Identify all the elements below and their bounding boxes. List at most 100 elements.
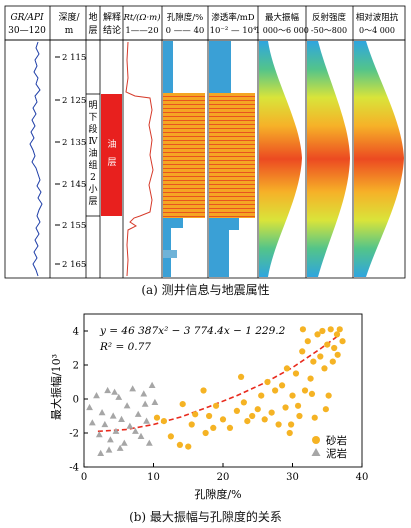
- strata-char: 层: [88, 196, 97, 207]
- sandstone-point: [185, 443, 192, 450]
- track-title-amp: 最大振幅: [265, 12, 300, 23]
- y-tick-label: 4: [73, 327, 79, 338]
- track-scale-strata: 层: [88, 25, 97, 36]
- sandstone-point: [210, 424, 217, 431]
- track-scale-imp: 0～4 000: [359, 26, 395, 35]
- oil-layer-block: [101, 94, 122, 216]
- track-title-imp: 相对波阻抗: [356, 12, 399, 23]
- sandstone-point: [206, 412, 213, 420]
- sandstone-point: [322, 406, 329, 413]
- depth-label: 2 115: [62, 53, 86, 63]
- mudstone-point: [86, 403, 93, 411]
- relative-impedance-heat: [354, 41, 404, 277]
- sandstone-point: [289, 392, 296, 399]
- mudstone-point: [137, 432, 145, 439]
- depth-axis: 2 115 2 125 2 135 2 145 2 155 2 165: [55, 53, 86, 270]
- x-tick-label: 30: [286, 472, 299, 483]
- sandstone-point: [283, 365, 291, 372]
- y-tick-label: -2: [69, 429, 79, 440]
- sandstone-point: [160, 418, 168, 425]
- sandstone-point: [329, 358, 336, 365]
- sandstone-point: [327, 326, 334, 333]
- gr-curve: [29, 41, 43, 277]
- mudstone-point: [129, 385, 137, 392]
- sandstone-point: [317, 353, 324, 360]
- sandstone-point: [202, 429, 209, 437]
- sandstone-point: [192, 411, 199, 418]
- sandstone-point: [304, 338, 311, 345]
- mudstone-point: [140, 390, 148, 397]
- track-scale-perm: 10⁻² — 10⁴: [210, 26, 257, 36]
- depth-label: 2 125: [62, 96, 86, 106]
- mudstone-point: [93, 392, 100, 399]
- caption-a: (a) 测井信息与地震属性: [141, 283, 270, 297]
- rt-curve: [125, 41, 154, 277]
- scatter-chart: 0 10 20 30 40 -4 -2 0 2 4 最大振幅/10³ 孔隙度/% y = 46 3…: [49, 313, 369, 501]
- sandstone-point: [336, 326, 343, 333]
- mudstone-point: [134, 410, 142, 417]
- track-scale-depth: m: [65, 26, 74, 36]
- track-title-rt: Rt/(Ω·m): [122, 12, 160, 23]
- oil-layer-char: 层: [107, 157, 116, 168]
- mudstone-point: [141, 400, 149, 407]
- track-headers: GR/API 30—120 深度/ m 地 层 解释 结论 Rt/(Ω·m) 1…: [4, 5, 406, 41]
- sandstone-point: [334, 351, 341, 358]
- mudstone-point: [95, 431, 103, 438]
- y-tick-label: 0: [73, 395, 79, 406]
- x-tick-label: 40: [356, 472, 369, 483]
- r-squared: R² = 0.77: [99, 341, 151, 353]
- sandstone-point: [268, 409, 275, 416]
- sandstone-point: [296, 412, 303, 420]
- track-frames: [4, 6, 406, 279]
- mudstone-point: [88, 419, 96, 426]
- sandstone-point: [286, 429, 293, 437]
- sandstone-point: [288, 421, 295, 428]
- sandstone-point: [272, 387, 279, 394]
- mudstone-point: [105, 446, 113, 453]
- sandstone-point: [176, 441, 184, 448]
- strata-char: 段: [88, 123, 97, 135]
- mudstone-point: [118, 415, 125, 422]
- depth-label: 2 155: [62, 221, 86, 231]
- track-scale-porosity: 0 —— 40: [166, 26, 205, 36]
- track-scale-interp: 结论: [103, 24, 121, 36]
- sandstone-point: [319, 327, 326, 335]
- track-scale-rt: 1——20: [125, 26, 158, 36]
- mudstone-point: [115, 393, 123, 400]
- sandstone-point: [240, 399, 247, 406]
- sandstone-point: [278, 382, 286, 389]
- sandstone-point: [258, 392, 265, 399]
- mudstone-point: [123, 402, 131, 409]
- sandstone-point: [237, 373, 245, 380]
- mudstone-point: [101, 420, 109, 428]
- strata-label: 明 下 段 Ⅳ 油 组 2 小 层: [86, 93, 100, 217]
- sandstone-point: [261, 416, 268, 423]
- sandstone-point: [294, 402, 302, 409]
- mudstone-point: [148, 381, 156, 388]
- sandstone-point: [301, 387, 309, 394]
- sandstone-point: [264, 378, 271, 386]
- sandstone-point: [333, 331, 341, 338]
- sandstone-point: [321, 365, 328, 372]
- sandstone-point: [311, 414, 318, 421]
- caption-b: (b) 最大振幅与孔隙度的关系: [129, 510, 282, 524]
- sandstone-point: [324, 341, 331, 348]
- track-title-refl: 反射强度: [312, 12, 347, 23]
- depth-label: 2 165: [62, 260, 86, 270]
- regression-equation: y = 46 387x² − 3 774.4x − 1 229.2: [99, 325, 286, 337]
- sandstone-point: [331, 344, 338, 352]
- well-log-panel: GR/API 30—120 深度/ m 地 层 解释 结论 Rt/(Ω·m) 1…: [4, 5, 406, 279]
- permeability-fill: [209, 41, 255, 277]
- sandstone-point: [226, 424, 234, 431]
- sandstone-point: [307, 375, 314, 382]
- porosity-fill: [163, 41, 205, 277]
- sandstone-point: [212, 402, 220, 409]
- legend-label-sandstone: 砂岩: [326, 434, 347, 447]
- mudstone-point: [111, 388, 118, 395]
- sandstone-point: [308, 390, 316, 397]
- strata-char: 油: [88, 147, 97, 159]
- mudstone-point: [132, 427, 139, 434]
- mudstone-point: [107, 436, 114, 443]
- track-title-perm: 渗透率/mD: [211, 12, 254, 23]
- sandstone-point: [200, 387, 207, 394]
